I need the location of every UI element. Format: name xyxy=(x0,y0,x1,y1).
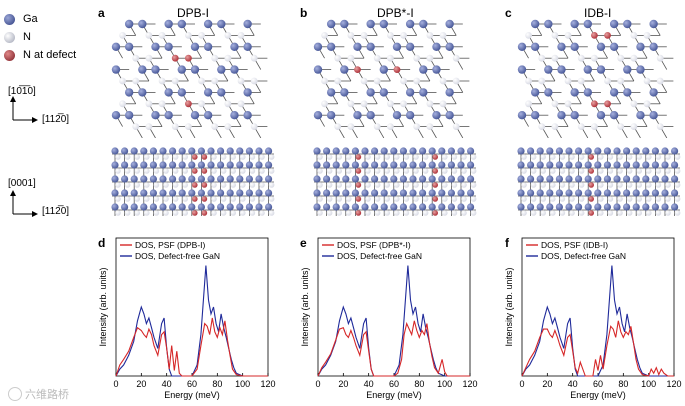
legend-item-n: N xyxy=(4,28,76,46)
direction-label-bottom-horizontal: [112̅0] xyxy=(42,206,70,217)
x-tick-label: 0 xyxy=(113,379,118,389)
x-tick-label: 60 xyxy=(593,379,603,389)
structure-top-view-b xyxy=(313,19,470,138)
legend-label-1: DOS, Defect-free GaN xyxy=(337,251,422,261)
legend-label-0: DOS, PSF (DPB-I) xyxy=(135,240,206,250)
x-tick-label: 20 xyxy=(542,379,552,389)
series-line-0 xyxy=(317,320,470,377)
ga-atom-icon xyxy=(4,13,15,25)
panel-title-a: DPB-I xyxy=(177,6,210,20)
legend-label-1: DOS, Defect-free GaN xyxy=(541,251,626,261)
series-line-1 xyxy=(317,265,470,377)
panel-letter-c: c xyxy=(505,6,512,20)
panel-letter-e: e xyxy=(300,236,307,250)
direction-label-top-horizontal: [112̅0] xyxy=(42,114,70,125)
legend-label-0: DOS, PSF (DPB*-I) xyxy=(337,240,411,250)
defect-atom-icon xyxy=(4,49,15,61)
x-tick-label: 120 xyxy=(260,379,275,389)
panel-letter-d: d xyxy=(98,236,106,250)
x-tick-label: 100 xyxy=(437,379,452,389)
structure-side-view-c xyxy=(517,147,681,216)
watermark-logo-icon xyxy=(8,387,22,401)
dos-chart-d: Intensity (arb. units) 0 20 40 60 80 100 120 Ene… xyxy=(98,237,276,400)
legend-label-0: DOS, PSF (IDB-I) xyxy=(541,240,608,250)
series-line-0 xyxy=(521,320,674,377)
x-tick-label: 40 xyxy=(364,379,374,389)
panel-title-b: DPB*-I xyxy=(377,6,414,20)
series-line-1 xyxy=(521,265,674,377)
direction-arrows-bottom xyxy=(10,190,38,217)
y-axis-label: Intensity (arb. units) xyxy=(504,267,514,346)
panel-letter-b: b xyxy=(300,6,308,20)
legend-label-1: DOS, Defect-free GaN xyxy=(135,251,220,261)
x-tick-label: 40 xyxy=(568,379,578,389)
atom-legend: Ga N N at defect xyxy=(4,10,76,64)
x-tick-label: 80 xyxy=(212,379,222,389)
x-tick-label: 60 xyxy=(389,379,399,389)
x-tick-label: 80 xyxy=(414,379,424,389)
x-tick-label: 120 xyxy=(462,379,477,389)
x-tick-label: 80 xyxy=(618,379,628,389)
dos-chart-e: Intensity (arb. units) 0 20 40 60 80 100 120 Ene… xyxy=(300,237,478,400)
panel-letter-a: a xyxy=(98,6,105,20)
direction-label-bottom-vertical: [0001] xyxy=(8,178,36,189)
x-tick-label: 0 xyxy=(315,379,320,389)
y-axis-label: Intensity (arb. units) xyxy=(98,267,108,346)
x-tick-label: 20 xyxy=(338,379,348,389)
x-tick-label: 100 xyxy=(235,379,250,389)
x-tick-label: 0 xyxy=(519,379,524,389)
direction-arrows-top xyxy=(10,96,38,123)
x-axis-label: Energy (meV) xyxy=(570,390,626,400)
legend-item-ga: Ga xyxy=(4,10,76,28)
direction-label-top-vertical: [10̅1̅0] xyxy=(8,86,36,97)
structure-top-view-a xyxy=(111,19,268,138)
dos-chart-f: Intensity (arb. units) 0 20 40 60 80 100 120 Ene… xyxy=(504,237,682,400)
structure-side-view-a xyxy=(111,147,275,216)
x-tick-label: 40 xyxy=(162,379,172,389)
panel-letter-f: f xyxy=(505,236,509,250)
n-atom-icon xyxy=(4,31,15,43)
series-line-0 xyxy=(115,317,268,377)
x-axis-label: Energy (meV) xyxy=(366,390,422,400)
series-line-1 xyxy=(115,265,268,377)
watermark: 六维路桥 xyxy=(8,386,69,402)
x-axis-label: Energy (meV) xyxy=(164,390,220,400)
structure-side-view-b xyxy=(313,147,477,216)
panel-title-c: IDB-I xyxy=(584,6,612,20)
legend-item-defect: N at defect xyxy=(4,46,76,64)
y-axis-label: Intensity (arb. units) xyxy=(300,267,310,346)
x-tick-label: 20 xyxy=(136,379,146,389)
x-tick-label: 100 xyxy=(641,379,656,389)
x-tick-label: 60 xyxy=(187,379,197,389)
x-tick-label: 120 xyxy=(666,379,681,389)
structure-top-view-c xyxy=(517,19,674,138)
